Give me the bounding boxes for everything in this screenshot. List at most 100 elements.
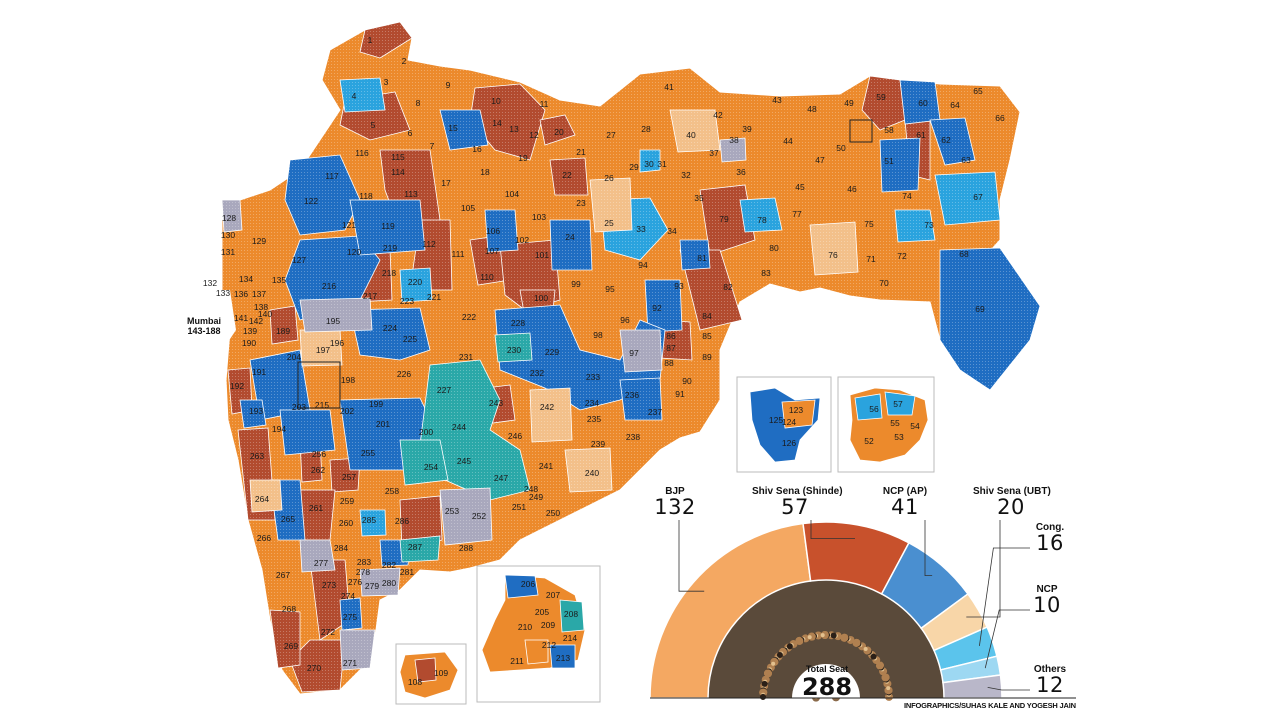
constituency-number: 137 xyxy=(252,289,266,299)
constituency-number: 238 xyxy=(626,432,640,442)
constituency-number: 11 xyxy=(540,99,549,109)
constituency-number: 218 xyxy=(382,268,396,278)
constituency-number: 100 xyxy=(534,293,548,303)
constituency-number: 278 xyxy=(356,567,370,577)
constituency-number: 29 xyxy=(629,162,639,172)
constituency-number: 79 xyxy=(719,214,729,224)
constituency-number: 258 xyxy=(385,486,399,496)
constituency-number: 271 xyxy=(343,658,357,668)
constituency-number: 193 xyxy=(249,406,263,416)
constituency-number: 36 xyxy=(736,167,746,177)
constituency-number: 9 xyxy=(446,80,451,90)
constituency-number: 269 xyxy=(284,641,298,651)
crowd-speck xyxy=(881,673,890,682)
constituency-number: 88 xyxy=(664,358,674,368)
party-label-ubt: Shiv Sena (UBT) 20 xyxy=(973,486,1051,519)
constituency-number: 92 xyxy=(652,303,662,313)
constituency-number: 96 xyxy=(620,315,630,325)
constituency-number: 39 xyxy=(742,124,752,134)
constituency-number: 84 xyxy=(702,311,712,321)
constituency-number: 72 xyxy=(897,251,907,261)
constituency-number: 33 xyxy=(636,224,646,234)
constituency-number: 280 xyxy=(382,578,396,588)
leader-line xyxy=(987,687,1030,691)
constituency-number: 287 xyxy=(408,542,422,552)
constituency-number: 3 xyxy=(384,77,389,87)
constituency-number: 223 xyxy=(400,296,414,306)
constituency-number: 77 xyxy=(792,209,802,219)
constituency-number: 219 xyxy=(383,243,397,253)
constituency-number: 229 xyxy=(545,347,559,357)
constituency-number: 31 xyxy=(657,159,667,169)
crowd-speck xyxy=(786,643,793,650)
constituency-number: 1 xyxy=(368,35,373,45)
constituency-number: 86 xyxy=(666,331,676,341)
constituency-number: 192 xyxy=(230,381,244,391)
constituency-number: 30 xyxy=(644,159,654,169)
constituency-number: 135 xyxy=(272,275,286,285)
constituency-number: 111 xyxy=(452,249,465,259)
constituency-number: 276 xyxy=(348,577,362,587)
constituency-number: 32 xyxy=(681,170,691,180)
party-label-ncp: NCP 10 xyxy=(1030,584,1064,616)
leader-line xyxy=(979,547,1030,646)
constituency-number: 23 xyxy=(576,198,586,208)
constituency-number: 205 xyxy=(535,607,549,617)
party-seats: 20 xyxy=(997,495,1025,519)
constituency-number: 4 xyxy=(352,91,357,101)
constituency-number: 249 xyxy=(529,492,543,502)
constituency-number: 283 xyxy=(357,557,371,567)
constituency-number: 195 xyxy=(326,316,340,326)
constituency-number: 115 xyxy=(391,152,405,162)
seat-share-semicircle xyxy=(649,521,1003,702)
constituency-number: 35 xyxy=(694,193,704,203)
constituency-number: 67 xyxy=(973,192,983,202)
party-name: Shiv Sena (UBT) xyxy=(973,486,1051,497)
constituency-number: 139 xyxy=(243,326,257,336)
constituency-number: 138 xyxy=(254,302,268,312)
constituency-number: 69 xyxy=(975,304,985,314)
party-name: Shiv Sena (Shinde) xyxy=(752,486,843,497)
constituency-number: 267 xyxy=(276,570,290,580)
constituency-number: 98 xyxy=(593,330,603,340)
leader-line xyxy=(984,609,1030,669)
constituency-number: 110 xyxy=(480,272,494,282)
constituency-number: 102 xyxy=(515,235,529,245)
constituency-number: 51 xyxy=(884,156,894,166)
constituency-number: 117 xyxy=(325,171,339,181)
constituency-number: 16 xyxy=(472,144,482,154)
constituency-number: 126 xyxy=(782,438,796,448)
constituency-number: 94 xyxy=(638,260,648,270)
constituency-number: 140 xyxy=(258,309,272,319)
party-seats: 12 xyxy=(1036,673,1064,697)
constituency-number: 87 xyxy=(666,343,676,353)
constituency-number: 61 xyxy=(916,130,926,140)
constituency-number: 63 xyxy=(961,155,971,165)
constituency-number: 221 xyxy=(427,292,441,302)
constituency-number: 107 xyxy=(485,246,499,256)
constituency-number: 66 xyxy=(995,113,1005,123)
constituency-number: 109 xyxy=(434,668,448,678)
constituency-number: 213 xyxy=(556,653,570,663)
constituency-number: 206 xyxy=(521,579,535,589)
constituency-number: 58 xyxy=(884,125,894,135)
constituency-number: 83 xyxy=(761,268,771,278)
party-name: Others xyxy=(1033,664,1067,675)
constituency-number: 224 xyxy=(383,323,397,333)
constituency-number: 209 xyxy=(541,620,555,630)
constituency-number: 281 xyxy=(400,567,414,577)
constituency-number: 234 xyxy=(585,398,599,408)
inset-marker-pune xyxy=(297,361,341,409)
constituency-number: 34 xyxy=(667,226,677,236)
constituency-number: 189 xyxy=(276,326,290,336)
constituency-number: 245 xyxy=(457,456,471,466)
constituency-number: 285 xyxy=(362,515,376,525)
constituency-number: 244 xyxy=(452,422,466,432)
constituency-number: 215 xyxy=(315,400,329,410)
constituency-number: 217 xyxy=(363,291,377,301)
constituency-number: 95 xyxy=(605,284,615,294)
constituency-number: 252 xyxy=(472,511,486,521)
constituency-number: 129 xyxy=(252,236,266,246)
constituency-number: 211 xyxy=(510,656,524,666)
